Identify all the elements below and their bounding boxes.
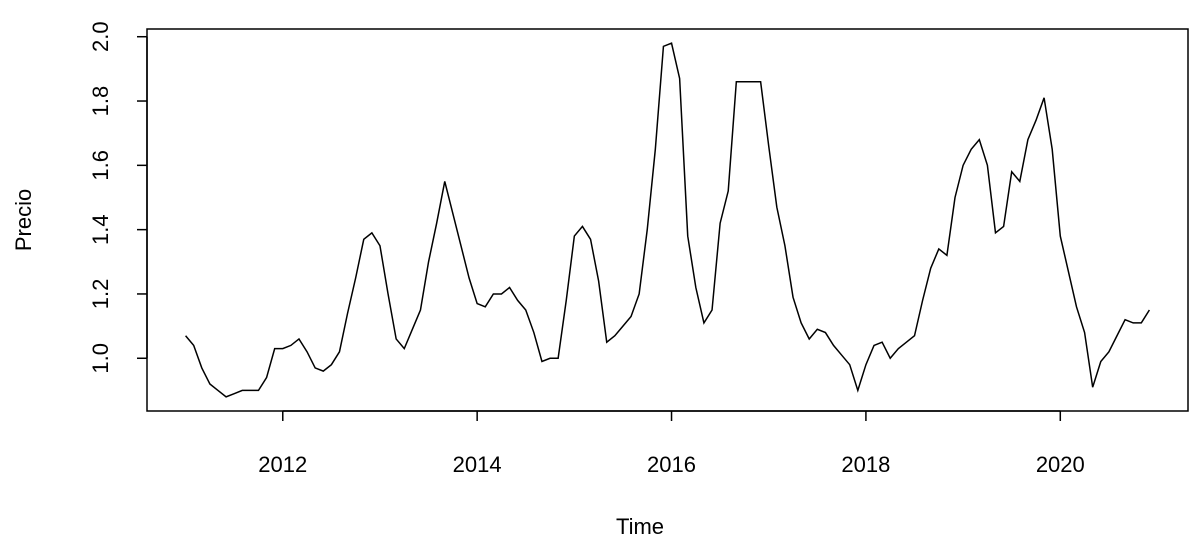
y-tick-label: 1.4 <box>88 214 113 245</box>
x-axis-label: Time <box>616 514 664 539</box>
x-tick-label: 2014 <box>453 452 502 477</box>
series-line <box>185 42 1151 398</box>
y-tick-label: 1.2 <box>88 279 113 310</box>
y-tick-label: 1.8 <box>88 86 113 117</box>
y-tick-label: 1.6 <box>88 150 113 181</box>
x-tick-label: 2018 <box>841 452 890 477</box>
x-tick-label: 2020 <box>1036 452 1085 477</box>
y-tick-label: 1.0 <box>88 343 113 374</box>
y-tick-label: 2.0 <box>88 21 113 52</box>
x-tick-label: 2012 <box>258 452 307 477</box>
y-axis-label: Precio <box>11 189 36 251</box>
plot-box <box>146 28 1189 412</box>
x-tick-label: 2016 <box>647 452 696 477</box>
